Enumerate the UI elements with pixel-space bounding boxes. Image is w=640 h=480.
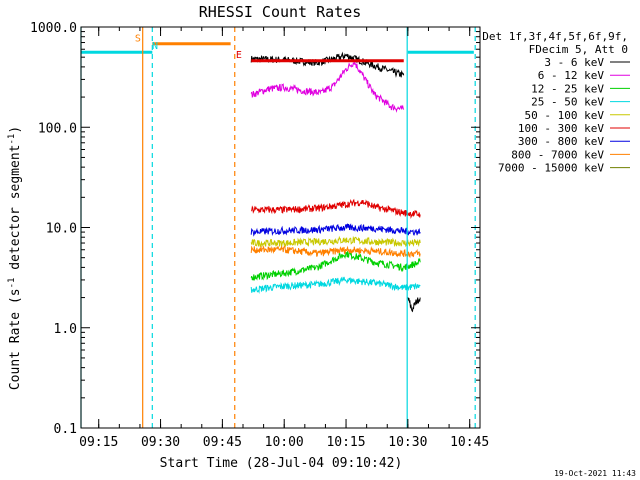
series-line-3-6-kev <box>250 51 405 78</box>
x-tick-label: 10:30 <box>388 435 427 450</box>
series-line-12-25-kev <box>250 250 421 282</box>
marker-e: E <box>236 50 242 61</box>
legend-label: 12 - 25 keV <box>531 82 604 95</box>
legend-label: 25 - 50 keV <box>531 96 604 109</box>
footer-timestamp: 19-Oct-2021 11:43 <box>554 469 636 478</box>
marker-s: S <box>135 33 141 44</box>
legend-label: 50 - 100 keV <box>525 109 605 122</box>
y-tick-label: 0.1 <box>54 422 77 437</box>
legend-label: 6 - 12 keV <box>538 69 605 82</box>
legend-label: 300 - 800 keV <box>518 135 604 148</box>
legend-label: 7000 - 15000 keV <box>498 162 604 175</box>
y-axis-label: Count Rate (s-1 detector segment-1) <box>7 126 23 390</box>
legend-label: 100 - 300 keV <box>518 122 604 135</box>
series-line-6-12-kev <box>250 61 405 113</box>
chart-title: RHESSI Count Rates <box>199 3 362 21</box>
series-line-50-100-kev <box>250 235 421 249</box>
y-tick-label: 100.0 <box>38 121 77 136</box>
y-tick-label: 10.0 <box>46 222 77 237</box>
series-line-300-800-kev <box>250 223 421 237</box>
legend-header: Det 1f,3f,4f,5f,6f,9f, <box>482 30 628 43</box>
x-tick-label: 10:00 <box>265 435 304 450</box>
series-line-800-7000-kev <box>250 244 421 259</box>
legend-header: FDecim 5, Att 0 <box>529 43 628 56</box>
series-line-3-6-kev-after- <box>407 297 421 313</box>
legend-label: 3 - 6 keV <box>544 56 604 69</box>
x-tick-label: 10:45 <box>450 435 489 450</box>
series-line-25-50-kev <box>250 276 421 294</box>
y-tick-label: 1000.0 <box>30 21 77 36</box>
y-tick-label: 1.0 <box>54 322 77 337</box>
series-line-100-300-kev <box>251 198 421 219</box>
x-tick-label: 09:15 <box>79 435 118 450</box>
x-tick-label: 10:15 <box>326 435 365 450</box>
x-tick-label: 09:30 <box>141 435 180 450</box>
marker-n: N <box>152 41 158 52</box>
x-axis-label: Start Time (28-Jul-04 09:10:42) <box>160 456 403 471</box>
x-tick-label: 09:45 <box>203 435 242 450</box>
legend-label: 800 - 7000 keV <box>511 148 604 161</box>
